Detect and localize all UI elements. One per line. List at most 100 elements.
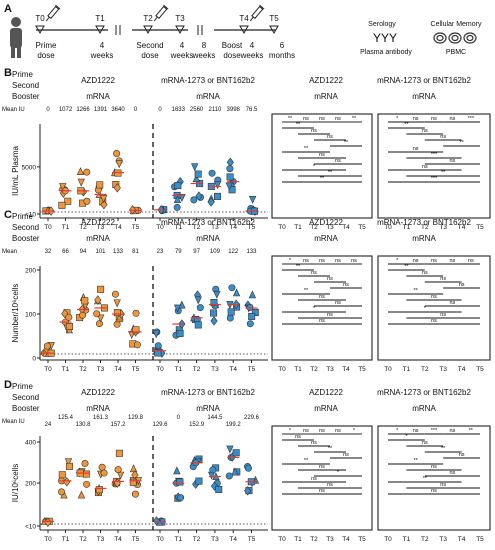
significance-label: ns: [311, 440, 317, 446]
mean-value: 0: [46, 107, 50, 113]
interval-label-line1: 4: [100, 41, 105, 50]
significance-label: ns: [449, 158, 455, 164]
data-point: [210, 309, 218, 317]
significance-label: **: [459, 140, 464, 146]
data-point: [113, 309, 121, 317]
x-tick-label: T1: [62, 536, 70, 543]
person-icon: [10, 17, 22, 58]
x-tick-label: T1: [175, 536, 183, 543]
significance-label: ns: [449, 258, 455, 264]
data-point: [98, 463, 106, 471]
x-tick-label: T2: [310, 366, 318, 373]
panel-label-a: A: [4, 3, 12, 15]
group-prime-label: AZD1222: [309, 218, 343, 227]
group-prime-label: AZD1222: [309, 76, 343, 85]
x-tick-label: T5: [248, 366, 256, 373]
data-point: [154, 342, 162, 350]
phase-label-line2: dose: [141, 51, 159, 60]
row-header-prime: Prime: [12, 382, 33, 391]
significance-label: ns: [413, 146, 419, 152]
data-point: [227, 308, 235, 316]
data-point: [83, 480, 91, 488]
cells-icon: [433, 32, 477, 44]
antibody-icon: YYY: [373, 31, 397, 45]
significance-frame: [377, 113, 491, 219]
mean-value: 79: [175, 249, 182, 255]
significance-label: ns: [303, 258, 309, 264]
data-point: [190, 196, 198, 204]
significance-label: ns: [295, 434, 301, 440]
significance-label: **: [423, 476, 428, 482]
significance-label: ns: [303, 116, 309, 122]
x-tick-label: T4: [114, 536, 122, 543]
significance-label: *: [396, 428, 399, 434]
data-point: [208, 169, 216, 177]
x-tick-label: T5: [132, 366, 140, 373]
y-tick-label: 5000: [22, 164, 37, 171]
mean-value: 0: [134, 107, 138, 113]
data-point: [174, 182, 182, 190]
data-point: [244, 486, 252, 496]
syringe-icon: [45, 4, 61, 22]
significance-label: **: [304, 458, 309, 464]
significance-label: *: [424, 306, 427, 312]
significance-label: ***: [431, 176, 438, 182]
significance-label: **: [404, 122, 409, 128]
data-point: [132, 326, 140, 334]
significance-label: **: [296, 264, 301, 270]
data-point: [232, 288, 241, 297]
data-point: [196, 304, 204, 312]
timepoint-triangle-icon: [95, 25, 105, 35]
x-tick-label: T2: [310, 224, 318, 231]
group-booster-label: mRNA: [412, 404, 436, 413]
group-prime-label: mRNA-1273 or BNT162b2: [377, 218, 471, 227]
significance-label: ns: [413, 116, 419, 122]
data-point: [228, 284, 236, 292]
group-booster-label: mRNA: [314, 234, 338, 243]
mean-value: 1633: [172, 107, 186, 113]
mean-label: Mean IU: [2, 419, 25, 425]
mean-label: Mean: [2, 249, 17, 255]
mean-value: 76.5: [246, 107, 258, 113]
data-point: [246, 303, 254, 311]
significance-label: *: [353, 428, 356, 434]
data-point: [129, 464, 138, 473]
significance-frame: [271, 425, 373, 531]
x-tick-label: T5: [476, 536, 484, 543]
significance-label: ns: [327, 134, 333, 140]
x-tick-label: T0: [384, 366, 392, 373]
mean-value: 66: [62, 249, 69, 255]
data-point: [58, 201, 66, 209]
row-header-prime: Prime: [12, 70, 33, 79]
mean-value: 24: [45, 422, 52, 428]
data-point: [209, 466, 217, 474]
significance-label: *: [289, 428, 292, 434]
mean-value: 23: [157, 249, 164, 255]
mean-value: 97: [193, 249, 200, 255]
row-header-second: Second: [12, 81, 39, 90]
interval-label-line1: 8: [202, 41, 207, 50]
x-tick-label: T4: [458, 536, 466, 543]
significance-label: ns: [311, 128, 317, 134]
data-point: [113, 299, 121, 308]
significance-label: ns: [422, 440, 428, 446]
data-point: [213, 181, 222, 190]
group-prime-label: AZD1222: [81, 218, 115, 227]
x-tick-label: T5: [132, 536, 140, 543]
panel-label: D: [4, 379, 12, 391]
syringe-icon: [153, 4, 169, 22]
panel-a: A T0 T1 T2 T3 T4 T5PrimedoseSeconddoseBoostdo…: [4, 3, 482, 60]
x-tick-label: T1: [175, 224, 183, 231]
significance-label: *: [396, 258, 399, 264]
data-point: [194, 170, 202, 178]
significance-label: ns: [319, 152, 325, 158]
mean-value: 2110: [208, 107, 222, 113]
phase-label-line1: Second: [136, 41, 163, 50]
x-tick-label: T1: [62, 366, 70, 373]
x-tick-label: T0: [156, 224, 164, 231]
significance-label: ns: [422, 128, 428, 134]
y-tick-label: <10: [25, 212, 36, 219]
significance-label: *: [313, 306, 316, 312]
data-point: [76, 167, 85, 176]
